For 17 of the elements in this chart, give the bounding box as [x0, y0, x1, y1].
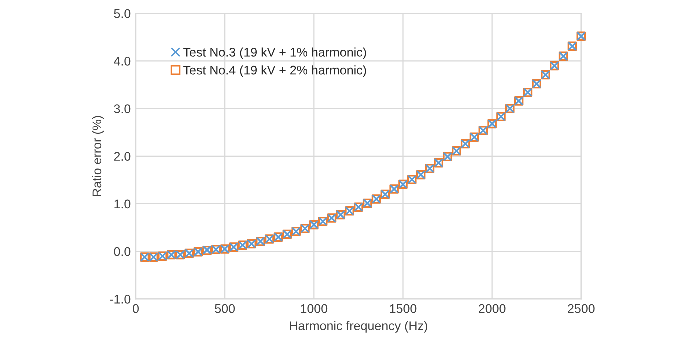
x-axis-title: Harmonic frequency (Hz) [290, 321, 428, 333]
y-tick-label: 3.0 [114, 104, 131, 114]
x-tick-label: 2500 [568, 304, 595, 314]
x-tick-label: 0 [133, 304, 139, 314]
y-tick-label: 0.0 [114, 247, 131, 256]
x-tick-label: 1000 [301, 304, 328, 314]
y-tick-label: 1.0 [114, 200, 131, 209]
legend-label: Test No.4 (19 kV + 2% harmonic) [184, 66, 366, 78]
x-tick-label: 1500 [390, 304, 417, 314]
y-tick-label: -1.0 [110, 295, 131, 304]
y-tick-label: 5.0 [114, 9, 131, 18]
legend-label: Test No.3 (19 kV + 1% harmonic) [184, 48, 366, 60]
y-tick-label: 4.0 [114, 57, 131, 66]
y-tick-label: 2.0 [114, 152, 131, 162]
y-axis-title: Ratio error (%) [92, 116, 104, 196]
x-tick-label: 2000 [479, 304, 506, 314]
x-tick-label: 500 [215, 304, 236, 314]
